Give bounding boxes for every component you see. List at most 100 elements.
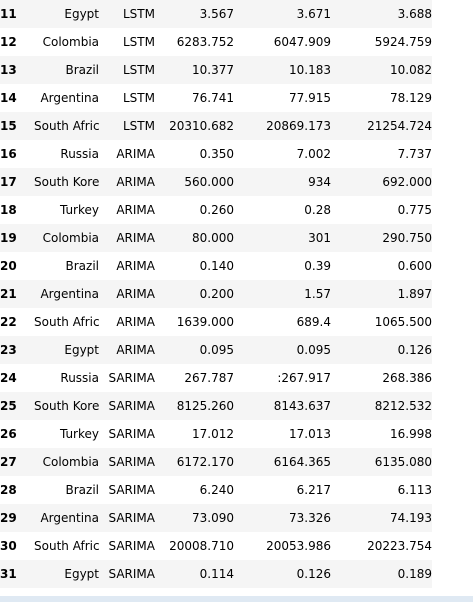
value-cell-3: 21254.724 xyxy=(331,112,432,140)
country-cell: Brazil xyxy=(34,56,99,84)
country-cell: Brazil xyxy=(34,252,99,280)
value-cell-1: 20310.682 xyxy=(155,112,234,140)
country-cell: South Korea xyxy=(34,392,99,420)
table-row: 11 Egypt LSTM 3.567 3.671 3.688 xyxy=(0,0,432,28)
table-row: 29 Argentina SARIMA 73.090 73.326 74.193 xyxy=(0,504,432,532)
row-index: 27 xyxy=(0,448,34,476)
row-index: 22 xyxy=(0,308,34,336)
value-cell-1: 80.000 xyxy=(155,224,234,252)
value-cell-1: 6.240 xyxy=(155,476,234,504)
output-right-margin xyxy=(468,0,473,596)
value-cell-1: 0.350 xyxy=(155,140,234,168)
value-cell-2: 0.28 xyxy=(234,196,331,224)
table-body: 11 Egypt LSTM 3.567 3.671 3.688 12 Colombia LSTM… xyxy=(0,0,432,588)
table-row: 19 Colombia ARIMA 80.000 301 290.750 xyxy=(0,224,432,252)
value-cell-2: 20053.986 xyxy=(234,532,331,560)
model-cell: ARIMA xyxy=(99,336,155,364)
country-cell: Brazil xyxy=(34,476,99,504)
horizontal-scrollbar[interactable] xyxy=(0,596,473,602)
model-cell: SARIMA xyxy=(99,448,155,476)
model-cell: SARIMA xyxy=(99,364,155,392)
table-row: 20 Brazil ARIMA 0.140 0.39 0.600 xyxy=(0,252,432,280)
row-index: 15 xyxy=(0,112,34,140)
model-cell: LSTM xyxy=(99,0,155,28)
value-cell-1: 10.377 xyxy=(155,56,234,84)
value-cell-3: 1.897 xyxy=(331,280,432,308)
country-cell: Egypt xyxy=(34,560,99,588)
row-index: 12 xyxy=(0,28,34,56)
value-cell-2: 1.57 xyxy=(234,280,331,308)
row-index: 21 xyxy=(0,280,34,308)
value-cell-2: 20869.173 xyxy=(234,112,331,140)
country-cell: Colombia xyxy=(34,224,99,252)
value-cell-3: 0.126 xyxy=(331,336,432,364)
value-cell-2: 3.671 xyxy=(234,0,331,28)
value-cell-1: 0.114 xyxy=(155,560,234,588)
model-cell: SARIMA xyxy=(99,504,155,532)
row-index: 11 xyxy=(0,0,34,28)
dataframe-output: 11 Egypt LSTM 3.567 3.671 3.688 12 Colombia LSTM… xyxy=(0,0,432,588)
country-cell: Turkey xyxy=(34,420,99,448)
model-cell: LSTM xyxy=(99,56,155,84)
value-cell-1: 0.200 xyxy=(155,280,234,308)
model-cell: SARIMA xyxy=(99,420,155,448)
value-cell-3: 692.000 xyxy=(331,168,432,196)
country-cell: Turkey xyxy=(34,196,99,224)
model-cell: ARIMA xyxy=(99,140,155,168)
value-cell-1: 76.741 xyxy=(155,84,234,112)
country-cell: South Africa xyxy=(34,308,99,336)
value-cell-3: 3.688 xyxy=(331,0,432,28)
table-row: 14 Argentina LSTM 76.741 77.915 78.129 xyxy=(0,84,432,112)
value-cell-2: 0.095 xyxy=(234,336,331,364)
value-cell-3: 20223.754 xyxy=(331,532,432,560)
country-cell: Egypt xyxy=(34,336,99,364)
value-cell-1: 73.090 xyxy=(155,504,234,532)
value-cell-3: 268.386 xyxy=(331,364,432,392)
value-cell-2: 77.915 xyxy=(234,84,331,112)
value-cell-1: 3.567 xyxy=(155,0,234,28)
row-index: 26 xyxy=(0,420,34,448)
value-cell-3: 6.113 xyxy=(331,476,432,504)
value-cell-3: 8212.532 xyxy=(331,392,432,420)
value-cell-1: 20008.710 xyxy=(155,532,234,560)
model-cell: SARIMA xyxy=(99,532,155,560)
model-cell: ARIMA xyxy=(99,252,155,280)
value-cell-3: 0.600 xyxy=(331,252,432,280)
model-cell: SARIMA xyxy=(99,392,155,420)
country-cell: South Africa xyxy=(34,112,99,140)
value-cell-1: 0.260 xyxy=(155,196,234,224)
value-cell-1: 17.012 xyxy=(155,420,234,448)
value-cell-2: 689.4 xyxy=(234,308,331,336)
row-index: 31 xyxy=(0,560,34,588)
country-cell: Argentina xyxy=(34,84,99,112)
model-cell: ARIMA xyxy=(99,168,155,196)
table-row: 24 Russia SARIMA 267.787:267.917 268.386 xyxy=(0,364,432,392)
table-row: 31 Egypt SARIMA 0.114 0.126 0.189 xyxy=(0,560,432,588)
row-index: 20 xyxy=(0,252,34,280)
row-index: 30 xyxy=(0,532,34,560)
value-cell-2: 6.217 xyxy=(234,476,331,504)
value-cell-3: 74.193 xyxy=(331,504,432,532)
value-cell-1: 560.000 xyxy=(155,168,234,196)
value-cell-3: 78.129 xyxy=(331,84,432,112)
table-row: 18 Turkey ARIMA 0.260 0.28 0.775 xyxy=(0,196,432,224)
country-cell: Colombia xyxy=(34,28,99,56)
value-cell-3: 7.737 xyxy=(331,140,432,168)
value-cell-2: 8143.637 xyxy=(234,392,331,420)
country-cell: Russia xyxy=(34,364,99,392)
value-cell-1: 8125.260 xyxy=(155,392,234,420)
value-cell-2: 0.39 xyxy=(234,252,331,280)
value-cell-1: 267.787 xyxy=(155,364,234,392)
model-cell: LSTM xyxy=(99,112,155,140)
row-index: 24 xyxy=(0,364,34,392)
table-row: 26 Turkey SARIMA 17.012 17.013 16.998 xyxy=(0,420,432,448)
model-cell: ARIMA xyxy=(99,224,155,252)
table-row: 27 Colombia SARIMA 6172.170 6164.365 6135.080 xyxy=(0,448,432,476)
country-cell: Argentina xyxy=(34,280,99,308)
value-cell-2: 934 xyxy=(234,168,331,196)
value-cell-3: 0.775 xyxy=(331,196,432,224)
